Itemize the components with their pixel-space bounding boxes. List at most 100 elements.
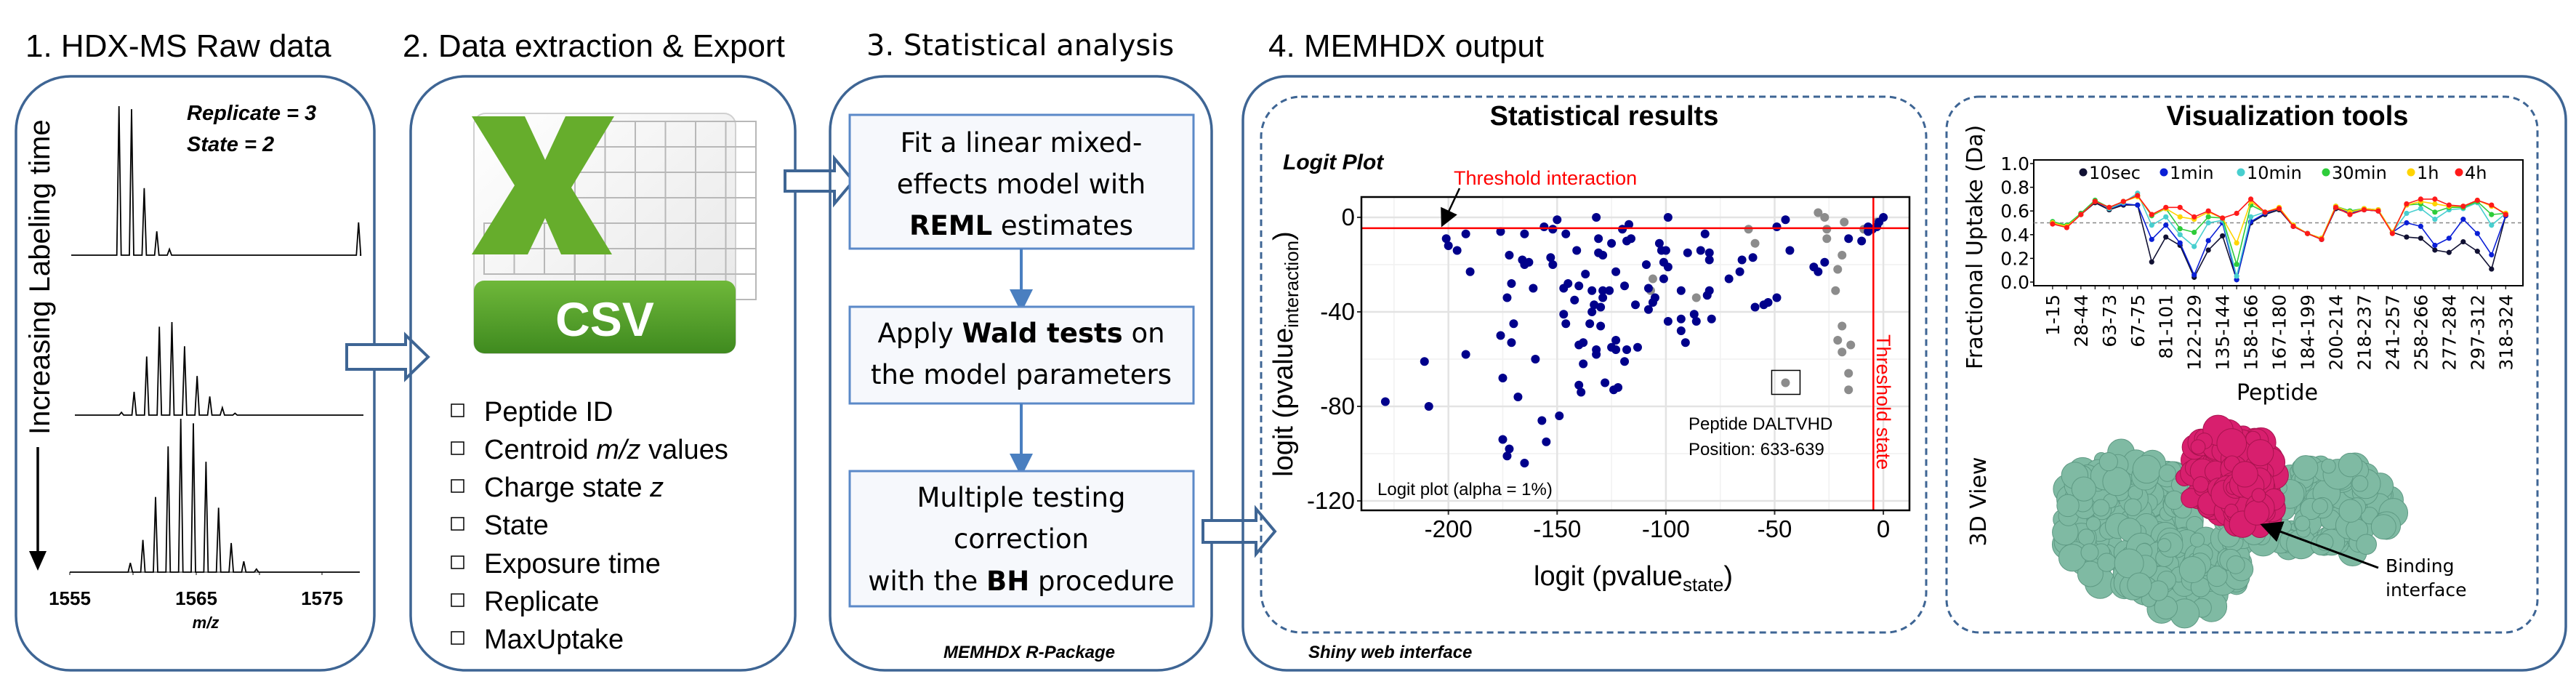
binding-partner-lower <box>2210 461 2286 539</box>
data-point-4h <box>2050 221 2056 227</box>
data-point-4h <box>2446 202 2452 208</box>
data-point-nonsignificant <box>1814 208 1823 217</box>
data-point-significant <box>1650 293 1659 302</box>
data-point-significant <box>1625 220 1634 229</box>
data-point-significant <box>1681 338 1690 347</box>
x-tick-label: 297-312 <box>2467 294 2488 370</box>
data-point-significant <box>1513 392 1523 401</box>
data-point-4h <box>2248 196 2254 202</box>
surface-bump <box>2231 461 2258 488</box>
data-point-4h <box>2106 204 2112 210</box>
data-point-significant <box>1611 335 1621 345</box>
surface-bump <box>2102 467 2132 497</box>
surface-bump <box>2206 566 2228 587</box>
legend-marker <box>2455 168 2463 177</box>
step-text: Multiple testing <box>917 482 1125 513</box>
step-text: with the BH procedure <box>868 566 1174 597</box>
labeling-time-label: Increasing Labeling time <box>24 119 56 435</box>
step-bold: BH <box>986 566 1029 597</box>
step-text: Apply Wald tests on <box>877 318 1164 349</box>
data-point-10sec <box>2220 233 2226 239</box>
legend-label: 4h <box>2465 163 2487 183</box>
binding-label: Binding <box>2386 555 2454 576</box>
data-point-significant <box>1748 253 1758 262</box>
legend-marker <box>2322 168 2330 177</box>
data-point-significant <box>1605 286 1614 295</box>
item-text: Charge state <box>484 473 650 503</box>
data-point-4h <box>2234 210 2239 217</box>
data-point-4h <box>2135 193 2141 198</box>
data-point-4h <box>2205 208 2211 214</box>
svg-text:Peptide ID: Peptide ID <box>484 397 613 427</box>
item-text: Peptide ID <box>484 397 613 427</box>
surface-bump <box>2097 553 2117 572</box>
svg-text:State: State <box>484 510 549 541</box>
logit-plot: -200 -150 -100 -50 0 0 -40 -80 -120 Peptide DALTV… <box>1268 167 1911 595</box>
panel1-title: 1. HDX-MS Raw data <box>25 28 331 64</box>
data-point-10sec <box>2460 238 2466 245</box>
surface-bump <box>2092 499 2110 517</box>
data-point-significant <box>1844 234 1853 244</box>
data-point-significant <box>1498 373 1508 382</box>
x-tick-label: 0 <box>1877 515 1890 542</box>
data-point-significant <box>1452 246 1462 255</box>
csv-label: CSV <box>555 292 654 346</box>
logit-note: Logit plot (alpha = 1%) <box>1377 480 1553 499</box>
logit-plot-title: Logit Plot <box>1283 150 1385 174</box>
data-point-nonsignificant <box>1844 369 1853 378</box>
list-item: MaxUptake <box>451 624 624 655</box>
list-item: Centroid m/z values <box>451 435 728 465</box>
data-point-30min <box>2432 209 2438 215</box>
data-point-significant <box>1659 274 1668 284</box>
step-text: estimates <box>992 210 1133 241</box>
data-point-10min <box>2404 210 2410 217</box>
data-point-significant <box>1441 234 1451 244</box>
data-point-10sec <box>2489 266 2495 272</box>
data-point-nonsignificant <box>1781 378 1790 387</box>
data-point-10min <box>2177 232 2183 238</box>
checkbox-icon <box>451 517 464 531</box>
data-point-4h <box>2092 198 2098 204</box>
visualization-box <box>1945 95 2539 634</box>
data-point-significant <box>1553 215 1562 225</box>
surface-bump <box>2190 439 2206 455</box>
legend-marker <box>2407 168 2415 177</box>
data-point-10min <box>2248 214 2254 220</box>
list-item: Charge state z <box>451 473 664 503</box>
data-point-significant <box>1577 387 1586 397</box>
flow-arrow-3 <box>1202 505 1277 558</box>
excel-x-icon <box>472 116 614 254</box>
data-point-nonsignificant <box>1648 274 1657 284</box>
surface-bump <box>2370 514 2396 540</box>
step-text: on <box>1123 318 1165 349</box>
data-point-4h <box>2503 212 2508 217</box>
data-point-4h <box>2276 206 2282 212</box>
data-point-1min <box>2177 240 2183 246</box>
step-bh-box <box>848 470 1195 608</box>
data-point-1min <box>2418 223 2423 229</box>
data-point-significant <box>1704 286 1714 295</box>
data-point-significant <box>1548 260 1558 269</box>
data-point-significant <box>1814 267 1823 276</box>
protein-3d-view[interactable] <box>2051 414 2409 629</box>
data-point-nonsignificant <box>1831 286 1840 295</box>
data-point-4h <box>2347 212 2353 217</box>
spectrum-trace <box>75 321 363 416</box>
data-point-significant <box>1620 281 1630 291</box>
data-point-significant <box>1750 302 1760 312</box>
step-lmm-box <box>848 113 1195 250</box>
x-tick-label: 218-237 <box>2354 294 2375 370</box>
checkbox-icon <box>451 479 464 493</box>
data-point-significant <box>1572 246 1582 255</box>
x-tick-label: 200-214 <box>2326 294 2347 370</box>
x-tick-label: 318-324 <box>2495 294 2516 370</box>
data-point-significant <box>1631 300 1640 310</box>
surface-bump <box>2226 555 2245 574</box>
exported-fields-list: Peptide ID Centroid m/z values Charge st… <box>451 397 728 655</box>
spectrum-trace <box>70 418 360 573</box>
data-point-4h <box>2474 197 2480 204</box>
data-point-10min <box>2418 206 2423 212</box>
data-point-significant <box>1596 321 1606 331</box>
surface-bump <box>2056 494 2080 518</box>
